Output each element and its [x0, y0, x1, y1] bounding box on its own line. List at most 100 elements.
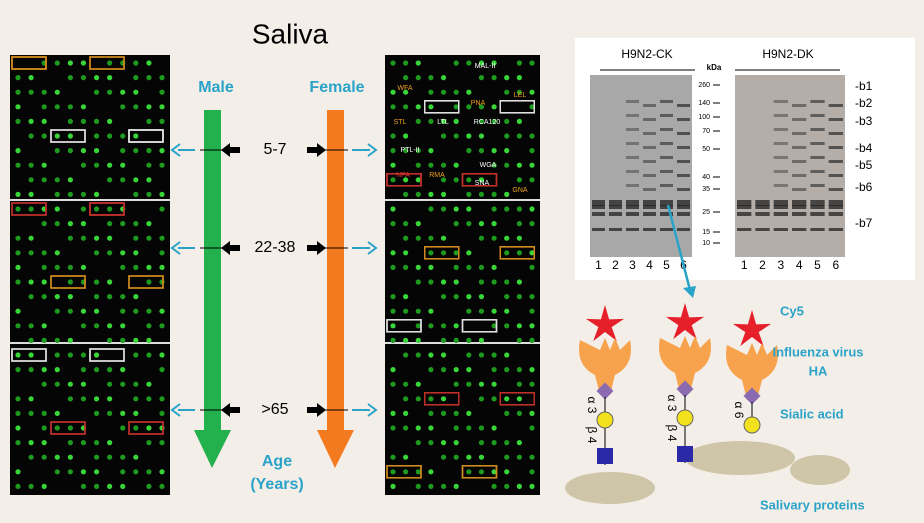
spot: [146, 381, 152, 387]
spot: [478, 177, 485, 183]
spot: [133, 250, 139, 256]
spot: [67, 133, 73, 139]
spot: [15, 279, 21, 285]
spot: [120, 469, 126, 475]
spot: [390, 367, 396, 373]
spot: [41, 250, 47, 256]
spot: [516, 367, 522, 373]
spot: [415, 469, 421, 475]
spot: [403, 250, 409, 256]
spot: [504, 250, 510, 256]
band: [810, 170, 825, 173]
spot: [504, 118, 510, 124]
spot: [466, 206, 472, 212]
black-arrow: [221, 241, 240, 255]
spot: [504, 410, 510, 416]
row-label-bg: [240, 238, 310, 258]
spot: [146, 483, 152, 489]
spot: [403, 264, 409, 270]
spot: [120, 323, 126, 329]
band: [660, 142, 673, 145]
spot: [415, 235, 421, 241]
spot: [107, 410, 113, 416]
spot: [415, 75, 421, 81]
spot: [516, 250, 522, 256]
sialic-acid: [743, 387, 761, 405]
lane-label: 2: [759, 258, 766, 272]
spot: [67, 264, 73, 270]
spot: [466, 454, 472, 460]
spot: [440, 454, 447, 460]
spot: [466, 264, 472, 270]
spot: [41, 483, 47, 489]
spot: [107, 279, 113, 285]
spot: [80, 221, 87, 227]
band: [828, 174, 843, 177]
spot: [107, 381, 113, 387]
spot: [440, 118, 447, 124]
lectin-label: MAL-II: [475, 63, 496, 70]
spot: [491, 75, 497, 81]
spot: [516, 60, 522, 66]
spot: [390, 60, 396, 66]
spot: [133, 410, 139, 416]
spot: [146, 148, 152, 154]
lectin-label: LTL: [437, 119, 449, 126]
spot: [15, 323, 21, 329]
spot: [529, 323, 535, 329]
spot: [107, 177, 113, 183]
spot: [107, 162, 113, 168]
array-box: [11, 202, 47, 216]
spot: [120, 381, 126, 387]
spot: [504, 308, 510, 314]
band: [677, 104, 690, 107]
lectin-label: WGA: [480, 162, 497, 169]
spot: [491, 381, 497, 387]
band: [660, 114, 673, 117]
spot: [440, 337, 447, 343]
spot: [41, 133, 47, 139]
spot: [415, 60, 421, 66]
band: [677, 188, 690, 191]
band: [773, 200, 788, 206]
spot: [41, 177, 47, 183]
spot: [67, 191, 73, 197]
glcnac: [677, 446, 693, 462]
spot: [80, 118, 87, 124]
lectin-label: LEL: [514, 92, 527, 99]
spot: [453, 294, 459, 300]
spot: [67, 75, 73, 81]
band: [660, 170, 673, 173]
spot: [466, 425, 472, 431]
band: [737, 205, 752, 209]
array-box: [386, 173, 422, 187]
spot: [15, 483, 21, 489]
spot: [491, 367, 497, 373]
spot: [93, 133, 100, 139]
spot: [133, 221, 139, 227]
spot: [428, 367, 434, 373]
band: [773, 212, 788, 216]
spot: [415, 381, 421, 387]
pointer: [666, 204, 692, 291]
spot: [67, 337, 73, 343]
spot: [453, 162, 459, 168]
galactose: [596, 411, 614, 429]
spot: [15, 162, 21, 168]
spot: [491, 469, 497, 475]
array-box: [11, 348, 47, 362]
spot: [54, 60, 60, 66]
spot: [93, 148, 100, 154]
spot: [390, 381, 396, 387]
black-arrow: [221, 143, 240, 157]
spot: [529, 104, 535, 110]
spot: [133, 177, 139, 183]
spot: [120, 177, 126, 183]
spot: [504, 89, 510, 95]
spot: [28, 89, 34, 95]
spot: [67, 177, 73, 183]
spot: [15, 75, 21, 81]
spot: [80, 148, 87, 154]
spot: [440, 235, 447, 241]
